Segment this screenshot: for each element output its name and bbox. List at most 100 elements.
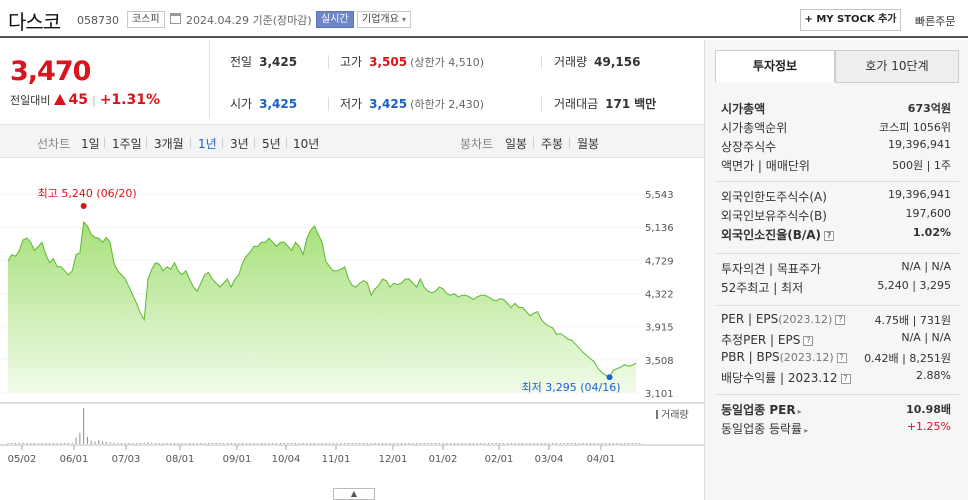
help-icon[interactable]: ?	[824, 231, 835, 241]
realtime-button[interactable]: 실시간	[316, 11, 354, 28]
stock-code: 058730	[77, 14, 119, 27]
volume-bar	[295, 443, 297, 444]
company-info-dropdown[interactable]: 기업개요 ▾	[357, 11, 412, 28]
info-row: 동일업종 PER ▸ 10.98배	[721, 401, 951, 419]
add-mystock-button[interactable]: + MY STOCK 추가	[800, 9, 901, 31]
volume-bar	[336, 443, 338, 444]
volume-bar	[189, 443, 191, 444]
help-icon[interactable]: ?	[835, 315, 846, 325]
x-tick-label: 11/01	[322, 454, 351, 465]
volume-bar	[226, 443, 228, 444]
volume-bar	[128, 443, 130, 444]
volume-bar	[158, 443, 160, 444]
volume-bar	[306, 443, 308, 444]
period-3m[interactable]: 3개월	[154, 137, 184, 151]
volume-bar	[355, 443, 357, 444]
volume-bar	[155, 443, 157, 444]
chevron-up-icon: ▲	[350, 489, 358, 498]
volume-bar	[321, 443, 323, 444]
volume-bar	[465, 443, 467, 444]
volume-bar	[567, 443, 569, 444]
period-1w[interactable]: 1주일	[112, 137, 142, 151]
volume-bar	[382, 443, 384, 444]
volume-bar	[147, 442, 149, 444]
price-stats: 전일 3,425 고가 3,505 (상한가 4,510) 거래량 49,156 시가 3…	[210, 40, 704, 118]
stat-amount: 거래대금 171 백만	[554, 97, 657, 111]
info-label: 동일업종 PER ▸	[721, 403, 802, 417]
volume-bar	[185, 443, 187, 444]
period-3y[interactable]: 3년	[230, 137, 249, 151]
tab-investment-info[interactable]: 투자정보	[715, 50, 835, 83]
volume-bar	[257, 443, 259, 444]
volume-bar	[484, 443, 486, 444]
info-row: PER | EPS(2023.12)? 4.75배 | 731원	[721, 312, 951, 330]
help-icon[interactable]: ?	[840, 374, 851, 384]
candle-daily[interactable]: 일봉	[505, 137, 528, 151]
volume-bar	[317, 443, 319, 444]
period-1d[interactable]: 1일	[81, 137, 100, 151]
volume-bar	[120, 443, 122, 444]
volume-bar	[597, 443, 599, 444]
volume-bar	[400, 443, 402, 444]
volume-bar	[442, 443, 444, 444]
x-tick-label: 09/01	[223, 454, 252, 465]
volume-bar	[219, 443, 221, 444]
volume-bar	[11, 443, 13, 444]
volume-bar	[385, 443, 387, 444]
x-tick-label: 05/02	[8, 454, 37, 465]
volume-bar	[71, 443, 73, 444]
volume-bar	[363, 443, 365, 444]
volume-bar	[200, 443, 202, 444]
volume-bar	[544, 443, 546, 444]
volume-bar	[22, 443, 24, 444]
collapse-chart-button[interactable]: ▲	[333, 488, 375, 500]
volume-bar	[582, 443, 584, 444]
x-tick-label: 02/01	[485, 454, 514, 465]
price-line	[7, 220, 637, 378]
fast-order-link[interactable]: 빠른주문	[915, 15, 956, 28]
chevron-right-icon[interactable]: ▸	[804, 426, 809, 435]
info-group-g4: PER | EPS(2023.12)? 4.75배 | 731원 추정PER | E…	[715, 305, 959, 389]
info-row: 배당수익률 | 2023.12? 2.88%	[721, 369, 951, 387]
volume-bar	[132, 443, 134, 444]
volume-bar	[438, 443, 440, 444]
volume-bar	[173, 443, 175, 444]
tab-order-book[interactable]: 호가 10단계	[835, 50, 959, 83]
volume-bar	[461, 443, 463, 444]
candle-monthly[interactable]: 월봉	[577, 137, 600, 151]
x-tick-label: 04/01	[587, 454, 616, 465]
volume-bar	[347, 443, 349, 444]
info-row: 외국인한도주식수(A) 19,396,941	[721, 188, 951, 206]
info-group-g1: 시가총액 673억원 시가총액순위 코스피 1056위 상장주식수 19,396,941 액…	[715, 94, 959, 176]
info-label: 투자의견 | 목표주가	[721, 262, 821, 276]
candle-weekly[interactable]: 주봉	[541, 137, 564, 151]
price-chart[interactable]: 5,543 5,136 4,729 4,322 3,915 3,508 3,101 최고 5…	[0, 160, 704, 500]
chevron-right-icon[interactable]: ▸	[797, 407, 802, 416]
volume-bar	[574, 443, 576, 444]
volume-bar	[264, 443, 266, 444]
current-price: 3,470	[10, 56, 91, 87]
period-1y[interactable]: 1년	[198, 137, 217, 151]
volume-bar	[208, 443, 210, 444]
info-value: +1.25%	[906, 420, 951, 433]
info-group-g5: 동일업종 PER ▸ 10.98배 동일업종 등락률 ▸ +1.25%	[715, 394, 959, 444]
period-10y[interactable]: 10년	[293, 137, 320, 151]
help-icon[interactable]: ?	[803, 336, 814, 346]
info-row: 52주최고 | 최저 5,240 | 3,295	[721, 279, 951, 297]
volume-bar	[238, 443, 240, 444]
volume-bar	[204, 443, 206, 444]
stock-header: 다스코 058730 코스피 2024.04.29 기준(장마감) 실시간 기업…	[0, 0, 968, 38]
info-group-g2: 외국인한도주식수(A) 19,396,941 외국인보유주식수(B) 197,600 외…	[715, 181, 959, 245]
volume-bar	[166, 443, 168, 444]
info-row: 외국인소진율(B/A)? 1.02%	[721, 226, 951, 244]
help-icon[interactable]: ?	[836, 353, 847, 363]
volume-bar	[639, 443, 641, 444]
volume-bar	[578, 443, 580, 444]
volume-bar	[242, 443, 244, 444]
volume-bar	[249, 443, 251, 444]
volume-bar	[64, 443, 66, 444]
period-5y[interactable]: 5년	[262, 137, 281, 151]
volume-bar	[491, 443, 493, 444]
volume-bar	[340, 443, 342, 444]
volume-bar	[378, 443, 380, 444]
